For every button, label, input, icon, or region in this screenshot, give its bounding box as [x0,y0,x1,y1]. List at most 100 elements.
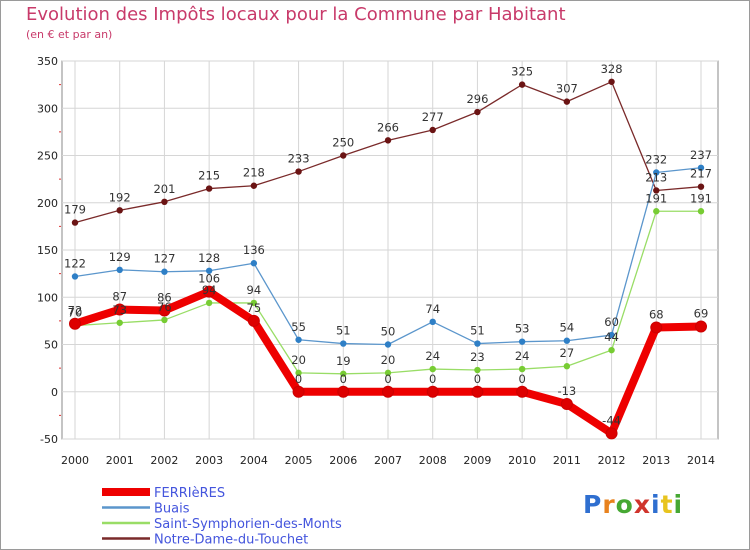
x-tick-label: 2002 [150,454,178,467]
data-label: 87 [112,290,127,304]
data-point [116,207,123,214]
data-point [518,338,526,345]
data-label: 0 [295,372,302,386]
data-label: 0 [340,372,347,386]
data-label: 54 [560,321,575,335]
data-label: 0 [474,372,481,386]
x-tick-label: 2005 [285,454,313,467]
data-point [426,385,439,398]
data-point [697,183,705,190]
data-point [340,370,347,377]
data-label: 277 [422,110,444,124]
x-tick-label: 2001 [106,454,134,467]
data-label: 237 [690,148,712,162]
legend-label: Notre-Dame-du-Touchet [154,533,308,548]
data-point [471,385,484,398]
data-label: 325 [511,65,533,79]
data-label: 24 [425,349,440,363]
data-point [697,164,705,171]
data-label: 20 [381,353,396,367]
data-point [474,366,481,374]
data-point [563,98,571,105]
data-point [384,341,392,348]
data-label: 73 [112,303,127,317]
y-tick-label: 50 [44,339,58,352]
grid-layer [61,60,719,440]
x-tick-label: 2000 [61,454,89,467]
legend-label: Saint-Symphorien-des-Monts [154,517,342,532]
data-label: 86 [157,290,172,304]
data-point [205,299,213,307]
data-label: 213 [645,170,667,184]
y-tick-label: 300 [37,102,58,115]
data-label: 129 [109,250,131,264]
x-tick-label: 2007 [374,454,402,467]
data-point [292,385,305,398]
data-label: 94 [202,283,217,297]
data-label: 23 [470,350,485,364]
data-label: 24 [515,349,530,363]
data-label: 69 [694,307,709,321]
x-tick-label: 2014 [687,454,715,467]
data-label: 44 [604,330,619,344]
x-tick-label: 2009 [463,454,491,467]
data-label: 51 [336,324,351,338]
data-point [382,385,394,398]
data-point [158,304,171,317]
y-tick-label: 250 [37,150,58,163]
data-label: 75 [247,301,262,315]
data-label: 266 [377,120,399,134]
data-point [563,363,571,370]
logo-letter: r [602,490,616,519]
data-point [653,208,660,215]
data-point [161,316,168,324]
x-tick-label: 2011 [553,454,581,467]
data-label: 20 [291,353,306,367]
data-label: 179 [64,203,86,217]
data-label: 218 [243,166,265,180]
y-tick-label: 200 [37,197,58,210]
data-point [340,152,347,159]
data-point [474,340,481,347]
logo-letter: t [660,490,674,519]
data-point [608,346,615,354]
series-layer [69,78,707,440]
data-label: 72 [68,304,83,318]
data-point [560,398,573,411]
x-tick-label: 2013 [642,454,670,467]
data-point [429,126,436,134]
logo-letter: o [615,490,634,519]
data-label: 27 [560,346,575,360]
x-tick-label: 2010 [508,454,536,467]
logo-letter: P [583,490,603,519]
data-label: 201 [153,182,175,196]
legend-label: Buais [154,502,190,517]
data-label: 76 [157,300,172,314]
data-point [116,266,123,274]
x-tick-label: 2004 [240,454,268,467]
data-point [161,268,168,275]
data-point [295,369,302,377]
data-point [695,320,707,333]
data-label: 68 [649,307,664,321]
data-label-layer: 72 87 86 106 75 0 0 0 0 0 0 -13 -44 68 69 122 129 127 128 1… [64,62,712,428]
data-label: 60 [604,315,619,329]
data-point [650,321,663,334]
data-point [429,318,436,326]
data-point [605,427,618,440]
data-point [205,185,213,192]
data-point [71,219,79,226]
data-point [69,317,81,330]
data-label: 0 [429,372,436,386]
data-label: 74 [425,302,440,316]
data-point [113,303,126,316]
data-label: 328 [601,62,623,76]
data-point [429,365,436,373]
data-label: 128 [198,251,220,265]
data-point [295,168,302,175]
data-point [161,198,168,206]
data-point [247,314,260,327]
data-label: 296 [466,92,488,106]
x-tick-label: 2008 [419,454,447,467]
